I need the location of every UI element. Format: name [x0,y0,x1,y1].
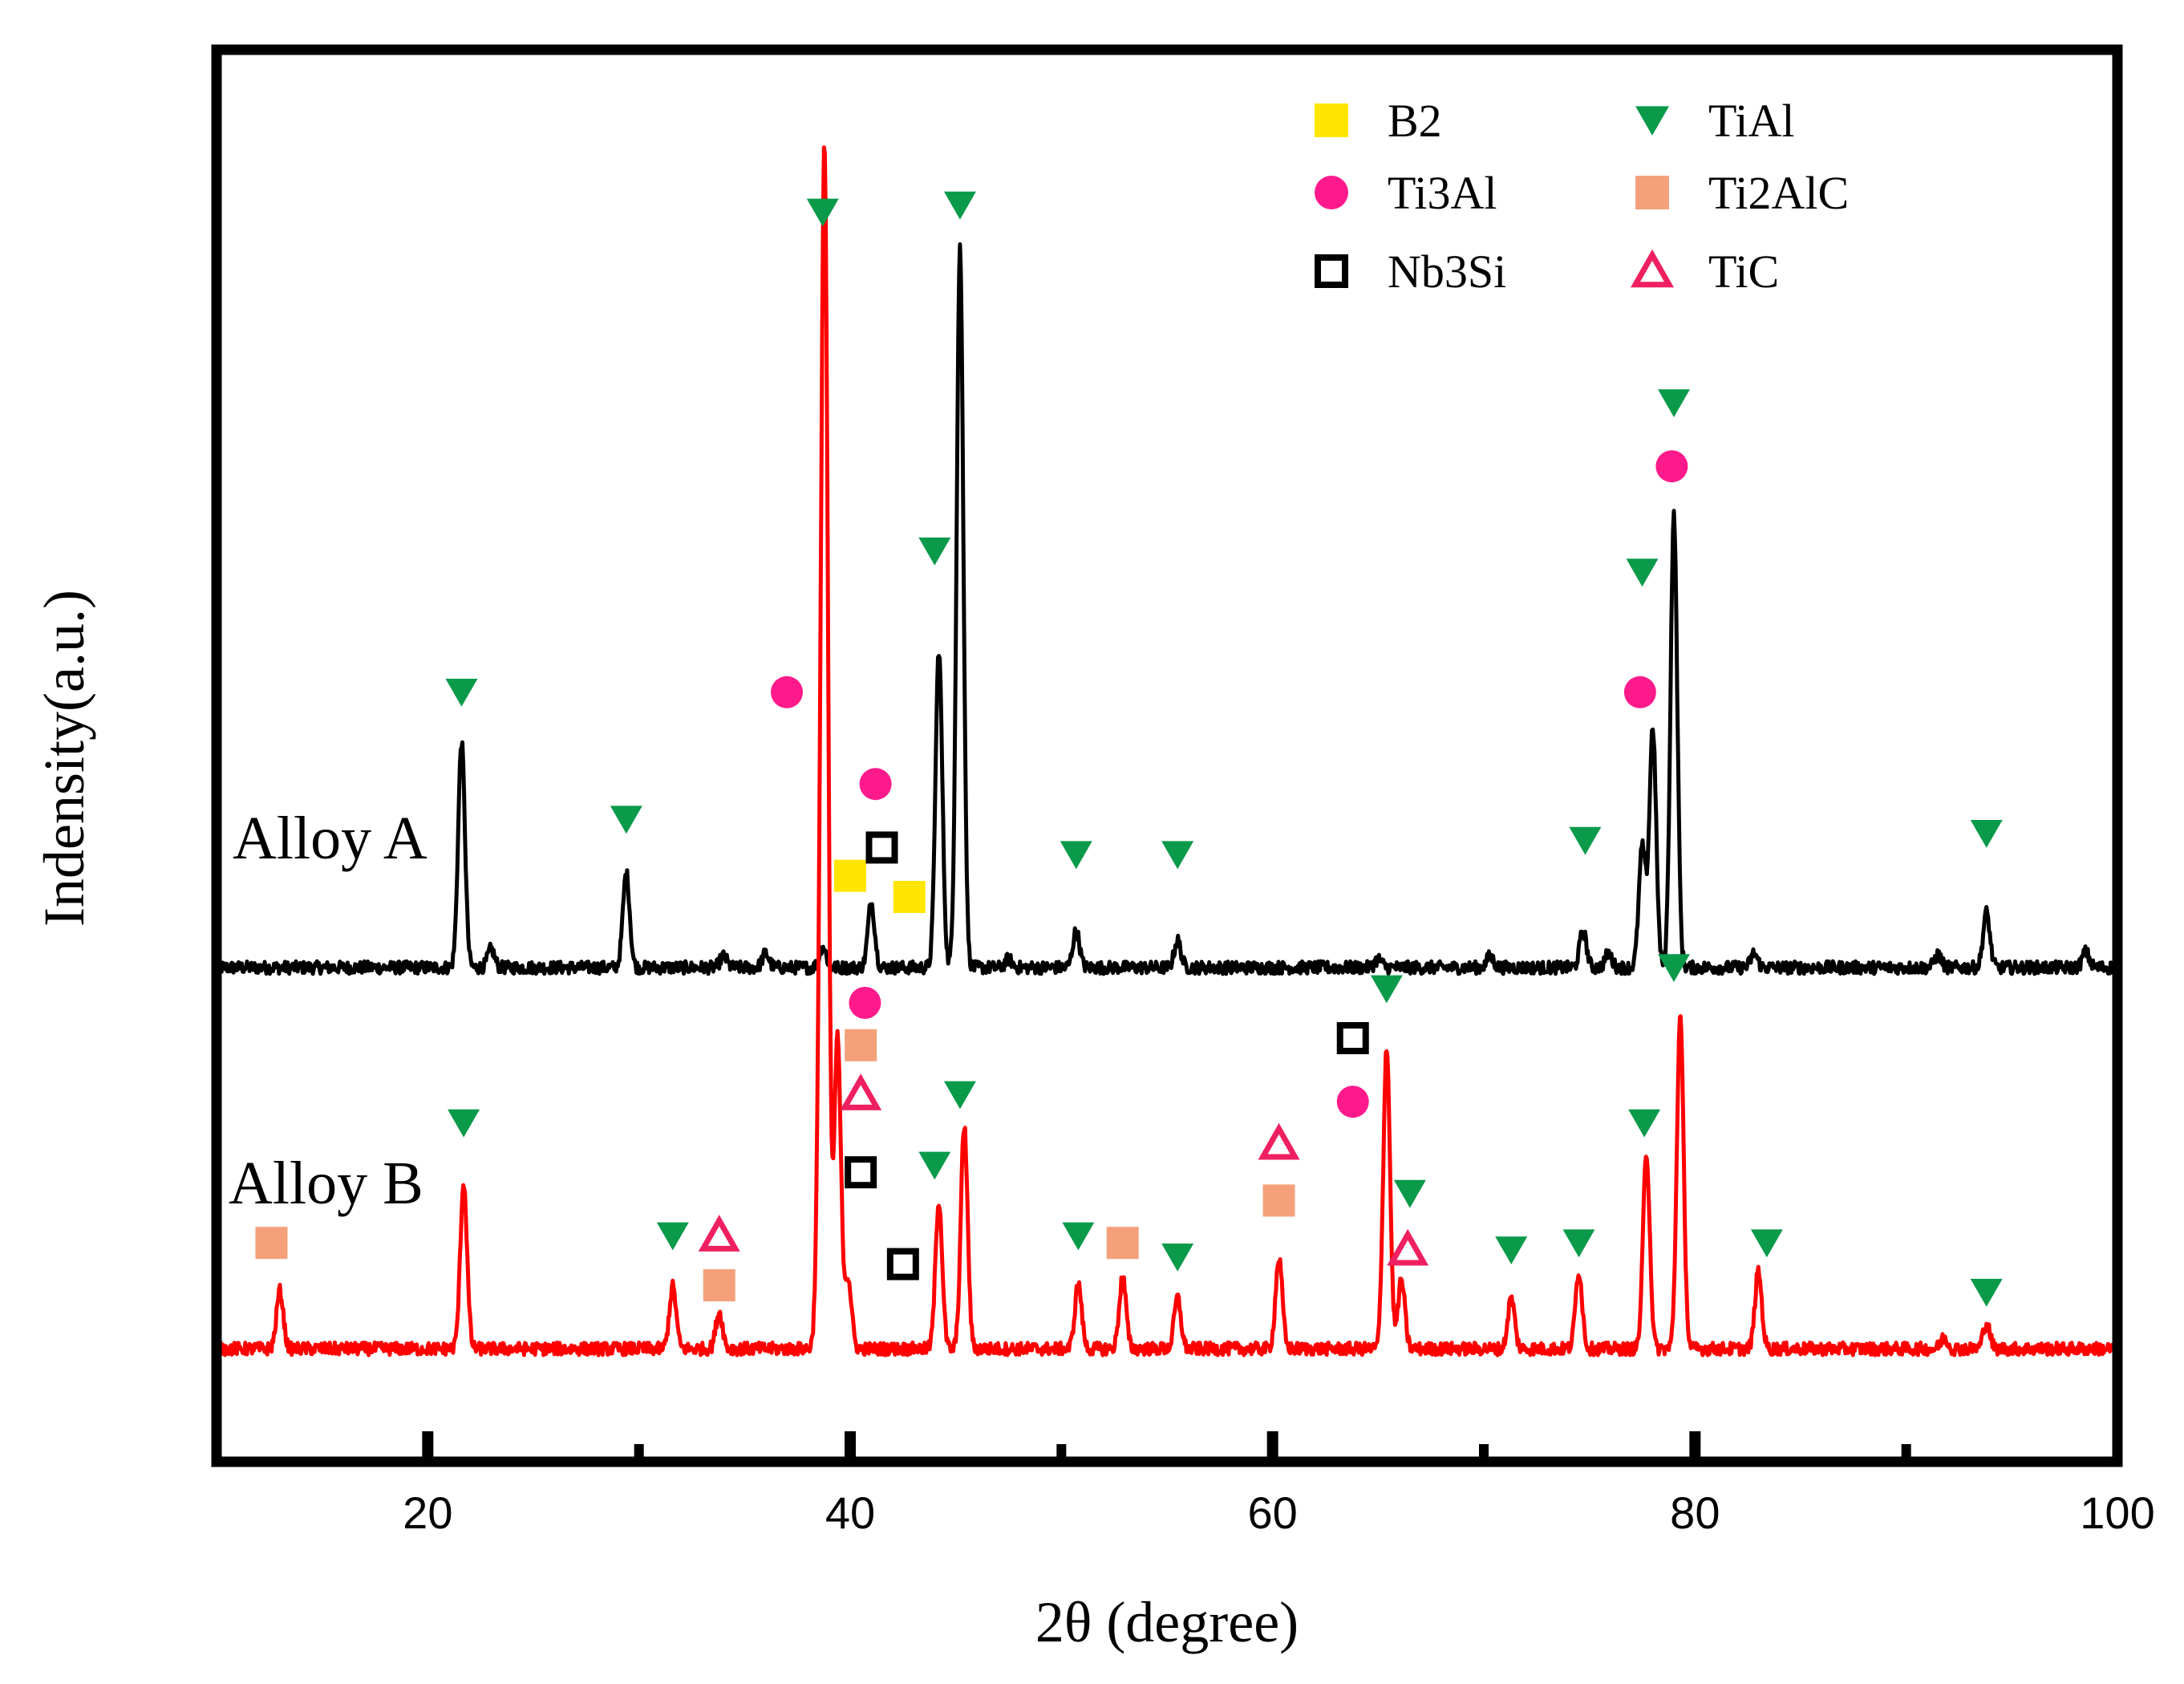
legend-marker-ti3al [1315,176,1348,209]
marker-nb3si-alloy-b-63-8 [1336,1022,1369,1054]
marker-tial-alloy-a-50-7 [1060,841,1092,870]
marker-tic-alloy-b-66-4 [1387,1228,1429,1266]
series-layer [214,145,2120,1357]
marker-tial-alloy-b-21-7 [448,1109,480,1138]
legend-item-tial: TiAl [1635,95,1795,147]
marker-nb3si-alloy-b-42-5 [886,1248,919,1280]
marker-b2-alloy-a-42-8 [893,881,926,913]
marker-tic-alloy-b-33-8 [698,1215,740,1252]
marker-ti3al-alloy-b-63-8 [1336,1085,1369,1118]
legend: B2 Ti3Al Nb3Si TiAl Ti2AlC TiC [1315,95,1849,298]
x-tick-label-100: 100 [2080,1487,2154,1538]
marker-tial-alloy-b-77-6 [1628,1109,1661,1138]
marker-tial-alloy-b-71-3 [1495,1236,1528,1264]
marker-tial-alloy-b-66-5 [1393,1179,1426,1208]
legend-item-tic: TiC [1630,245,1779,298]
series-line-alloy-b [215,145,2120,1357]
marker-nb3si-alloy-b-40-5 [845,1156,877,1189]
marker-tial-alloy-a-77-5 [1626,558,1659,587]
annotation-layer [255,191,2003,1307]
curve-label-alloy-b: Alloy B [229,1150,423,1217]
marker-tial-alloy-b-79 [1658,954,1690,982]
marker-tial-alloy-b-93-8 [1970,1279,2003,1307]
legend-item-nb3si: Nb3Si [1315,245,1506,298]
marker-tial-alloy-a-55-5 [1161,841,1194,870]
marker-tial-alloy-a-29-4 [610,805,642,834]
marker-tial-alloy-b-44 [918,1151,951,1180]
x-axis-tick-labels: 20 40 60 80 100 [403,1487,2155,1538]
marker-tial-alloy-a-21-6 [445,679,478,707]
marker-ti2alc-alloy-b-60-3 [1262,1184,1295,1217]
marker-ti2alc-alloy-b-12-6 [255,1227,288,1260]
marker-ti2alc-alloy-b-52-9 [1106,1227,1139,1260]
legend-item-ti2alc: Ti2AlC [1635,167,1849,219]
marker-tial-alloy-a-74-8 [1569,826,1602,855]
series-line-alloy-a [214,241,2120,976]
marker-ti3al-alloy-b-40-7 [849,987,881,1019]
legend-label-b2: B2 [1388,95,1442,147]
marker-ti2alc-alloy-b-40-5 [845,1029,877,1061]
marker-ti3al-alloy-a-77-4 [1623,676,1656,708]
marker-tial-alloy-b-65-4 [1370,975,1403,1004]
x-tick-label-20: 20 [403,1487,452,1538]
legend-label-ti3al: Ti3Al [1388,167,1497,219]
marker-tic-alloy-b-60-3 [1258,1122,1300,1160]
marker-ti3al-alloy-a-78-9 [1655,450,1688,483]
marker-tial-alloy-b-50-8 [1062,1222,1095,1251]
marker-tial-alloy-b-55-5 [1161,1244,1194,1272]
legend-marker-ti2alc [1635,176,1669,209]
legend-marker-tial [1635,106,1669,136]
marker-tial-alloy-b-31-6 [656,1222,689,1251]
legend-marker-tic [1630,249,1675,288]
marker-ti3al-alloy-a-41-2 [859,768,892,801]
legend-marker-nb3si [1315,254,1348,288]
marker-tial-alloy-a-79 [1658,389,1690,417]
marker-tial-alloy-a-93-8 [1970,820,2003,848]
marker-ti3al-alloy-a-37 [771,676,803,708]
x-axis-ticks [422,1431,1911,1457]
legend-label-nb3si: Nb3Si [1388,245,1506,298]
legend-label-ti2alc: Ti2AlC [1708,167,1849,219]
x-tick-label-60: 60 [1248,1487,1298,1538]
marker-tial-alloy-b-74-5 [1562,1229,1595,1258]
marker-tial-alloy-a-38-7 [806,198,839,227]
marker-tial-alloy-a-45-2 [943,191,976,220]
marker-ti2alc-alloy-b-33-8 [703,1269,735,1301]
legend-marker-b2 [1315,103,1348,137]
x-tick-label-40: 40 [825,1487,875,1538]
curve-label-alloy-a: Alloy A [233,805,427,872]
y-axis-title: Indensity(a.u.) [32,590,96,927]
marker-nb3si-alloy-a-41-5 [865,831,898,864]
legend-item-ti3al: Ti3Al [1315,167,1497,219]
x-tick-label-80: 80 [1670,1487,1720,1538]
legend-label-tial: TiAl [1708,95,1795,147]
legend-item-b2: B2 [1315,95,1442,147]
marker-b2-alloy-a-40 [834,859,866,892]
x-axis-title: 2θ (degree) [1035,1590,1299,1654]
plot-frame [211,44,2123,1467]
legend-label-tic: TiC [1708,245,1779,298]
marker-tial-alloy-a-44 [918,538,951,566]
marker-tial-alloy-b-83-4 [1750,1229,1783,1258]
marker-tial-alloy-b-45-2 [943,1081,976,1110]
marker-tic-alloy-b-40-5 [840,1073,882,1110]
